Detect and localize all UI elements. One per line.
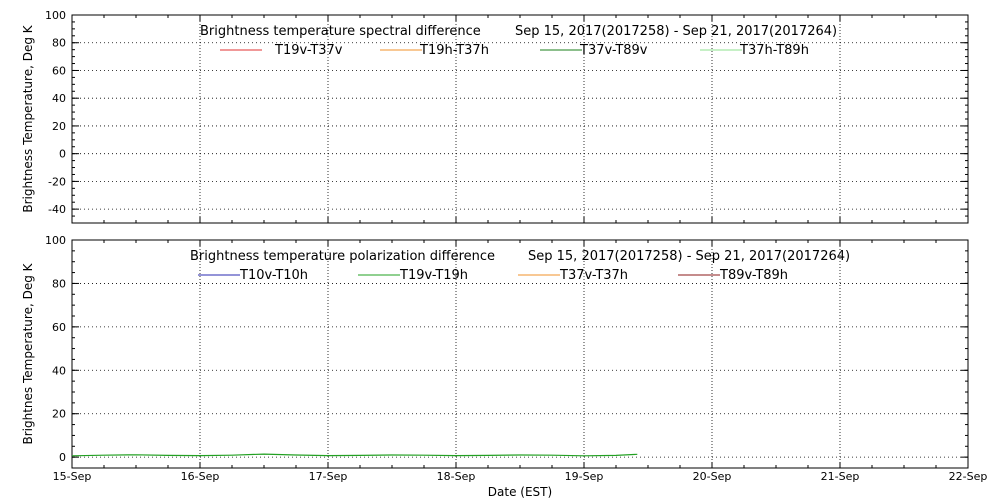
x-tick-label: 16-Sep (181, 470, 220, 483)
panel-title: Brightness temperature polarization diff… (190, 249, 495, 264)
y-tick-label: 20 (52, 408, 66, 421)
x-tick-label: 18-Sep (437, 470, 476, 483)
x-tick-label: 17-Sep (309, 470, 348, 483)
y-tick-label: 100 (45, 234, 66, 247)
y-tick-label: 100 (45, 9, 66, 22)
panel-date-range: Sep 15, 2017(2017258) - Sep 21, 2017(201… (515, 24, 837, 39)
legend-entry: T37v-T37h (559, 268, 628, 283)
x-tick-label: 21-Sep (821, 470, 860, 483)
legend-entry: T19v-T37v (274, 43, 343, 58)
y-tick-label: 20 (52, 120, 66, 133)
y-tick-label: 60 (52, 321, 66, 334)
y-axis-label: Brightness Temperature, Deg K (21, 24, 35, 212)
y-tick-label: 80 (52, 37, 66, 50)
plot-frame (71, 239, 969, 469)
series-line-T19v-T19h (71, 453, 638, 457)
y-tick-label: 0 (59, 148, 66, 161)
panel-title: Brightness temperature spectral differen… (200, 24, 481, 39)
legend-entry: T37h-T89h (739, 43, 809, 58)
y-tick-label: 80 (52, 277, 66, 290)
legend-entry: T19h-T37h (419, 43, 489, 58)
spectral-difference-panel: -40 -20 0 20 40 60 80 100 Brightness temperature… (21, 9, 969, 224)
y-tick-label: 60 (52, 64, 66, 77)
x-tick-label: 15-Sep (53, 470, 92, 483)
y-tick-label: -40 (48, 203, 66, 216)
x-tick-label: 20-Sep (693, 470, 732, 483)
y-tick-label: 40 (52, 92, 66, 105)
polarization-difference-panel: 0 20 40 60 80 100 15-Sep 16-Sep 17-Sep 18-Sep 19-S… (21, 234, 987, 483)
x-tick-label: 19-Sep (565, 470, 604, 483)
legend-entry: T37v-T89v (579, 43, 648, 58)
x-axis-label: Date (EST) (488, 485, 552, 499)
legend-entry: T89v-T89h (719, 268, 788, 283)
y-axis-label: Brightnes Temperature, Deg K (21, 262, 35, 444)
panel-date-range: Sep 15, 2017(2017258) - Sep 21, 2017(201… (528, 249, 850, 264)
y-tick-label: -20 (48, 175, 66, 188)
y-tick-label: 40 (52, 364, 66, 377)
plot-frame (71, 14, 969, 224)
x-tick-label: 22-Sep (949, 470, 988, 483)
y-tick-label: 0 (59, 451, 66, 464)
legend-entry: T19v-T19h (399, 268, 468, 283)
legend-entry: T10v-T10h (239, 268, 308, 283)
